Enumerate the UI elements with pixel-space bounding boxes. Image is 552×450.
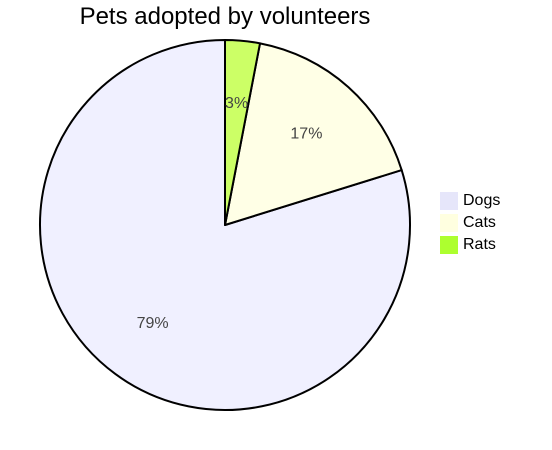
legend-label-rats: Rats [463,236,496,253]
legend-item-rats[interactable]: Rats [440,234,500,256]
legend-swatch-rats [440,236,458,254]
pie-slice-labels: 79% 17% 3% [137,95,323,332]
legend-item-cats[interactable]: Cats [440,212,500,234]
pie-slice-cats[interactable] [224,42,403,226]
pie-slice-dogs[interactable] [39,39,412,411]
pie-label-rats: 3% [225,95,248,112]
legend-label-cats: Cats [463,214,496,231]
legend-label-dogs: Dogs [463,192,501,209]
pie-label-dogs: 79% [137,315,169,332]
pie-slices [39,39,412,411]
legend-swatch-cats [440,214,458,232]
chart-legend: Dogs Cats Rats [440,190,500,256]
pie-label-cats: 17% [290,126,322,143]
chart-title: Pets adopted by volunteers [79,3,371,30]
legend-item-dogs[interactable]: Dogs [440,190,500,212]
legend-swatch-dogs [440,192,458,210]
pie-slice-rats[interactable] [224,39,262,226]
